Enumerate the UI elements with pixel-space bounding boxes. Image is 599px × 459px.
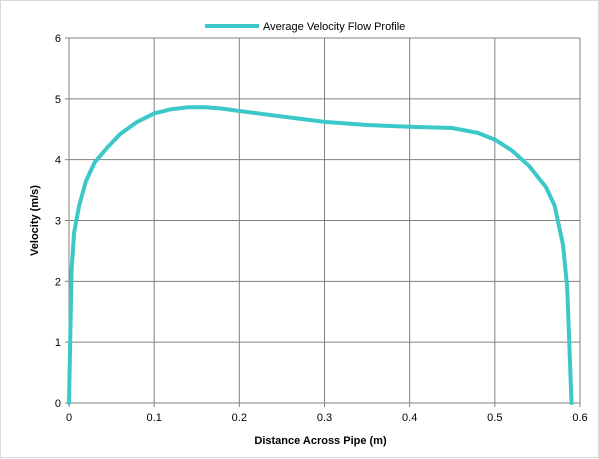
y-tick-label: 5 <box>55 94 61 106</box>
x-tick-labels: 0 0.1 0.2 0.3 0.4 0.5 0.6 <box>66 412 588 424</box>
plot-area <box>67 105 574 405</box>
y-tick-label: 0 <box>55 398 61 410</box>
y-tick-label: 1 <box>55 337 61 349</box>
y-tick-label: 6 <box>55 33 61 45</box>
x-tick-label: 0.5 <box>487 412 502 424</box>
y-tick-label: 3 <box>55 216 61 228</box>
y-tick-label: 2 <box>55 276 61 288</box>
legend-label: Average Velocity Flow Profile <box>263 21 405 33</box>
x-axis-title: Distance Across Pipe (m) <box>254 435 387 447</box>
x-tick-label: 0.3 <box>317 412 332 424</box>
x-tick-label: 0.4 <box>402 412 417 424</box>
x-tick-label: 0.1 <box>147 412 162 424</box>
series-line <box>67 105 574 405</box>
y-axis-title: Velocity (m/s) <box>29 185 41 256</box>
x-tick-label: 0.2 <box>232 412 247 424</box>
x-tick-label: 0 <box>66 412 72 424</box>
x-tick-label: 0.6 <box>572 412 587 424</box>
grid <box>65 37 581 407</box>
y-tick-labels: 0 1 2 3 4 5 6 <box>55 33 61 410</box>
y-tick-label: 4 <box>55 155 61 167</box>
